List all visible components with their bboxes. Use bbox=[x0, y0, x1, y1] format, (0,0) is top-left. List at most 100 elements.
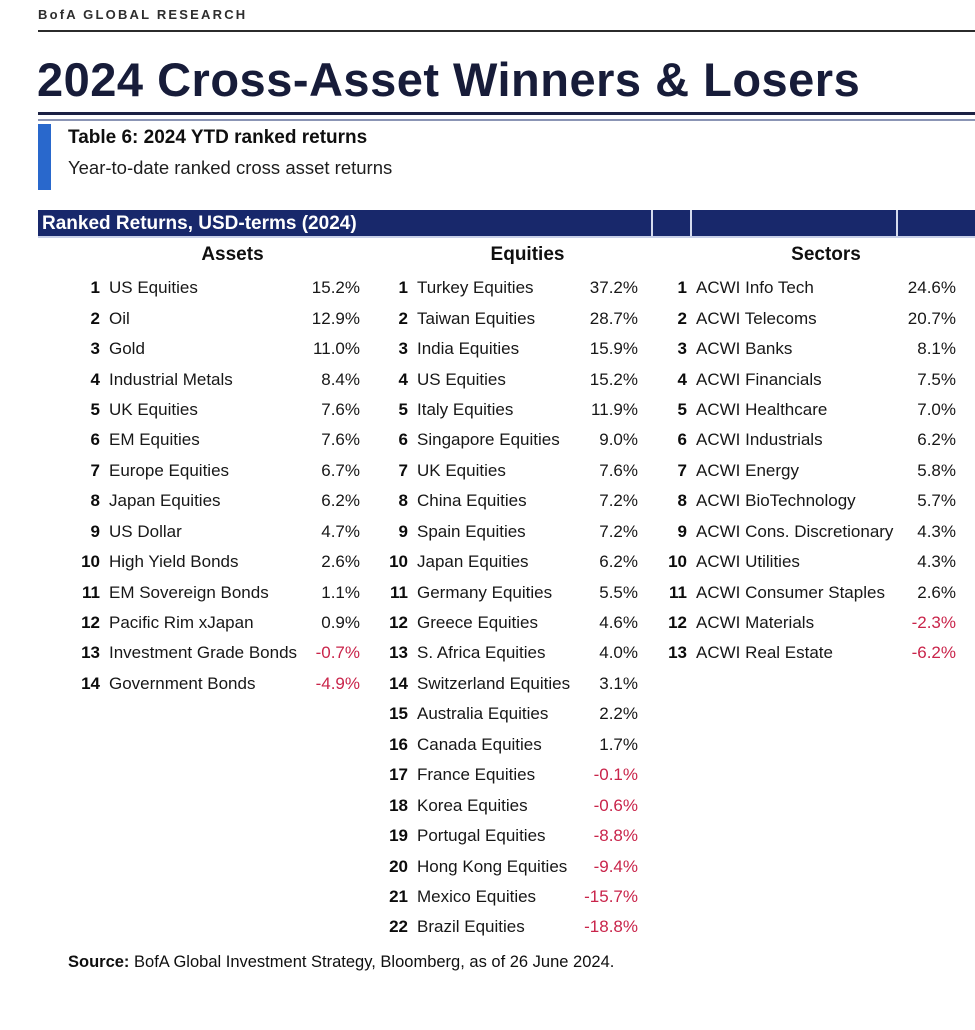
caption-text: Table 6: 2024 YTD ranked returns Year-to… bbox=[68, 124, 392, 190]
table-caption: Table 6: 2024 YTD ranked returns Year-to… bbox=[38, 124, 392, 190]
table-row: 8 China Equities 7.2% bbox=[370, 486, 638, 516]
table-row: 1 Turkey Equities 37.2% bbox=[370, 273, 638, 303]
table-row: 7 UK Equities 7.6% bbox=[370, 456, 638, 486]
row-rank: 11 bbox=[669, 582, 687, 602]
row-value: 15.9% bbox=[589, 339, 638, 359]
ranked-list-assets: 1 US Equities 15.2% 2 Oil 12.9% 3 Gold 11.0% 4 Ind… bbox=[62, 273, 360, 699]
row-label: ACWI Materials bbox=[696, 613, 815, 633]
column-separator bbox=[690, 210, 692, 236]
table-row: 7 Europe Equities 6.7% bbox=[62, 456, 360, 486]
table-row: 13 ACWI Real Estate -6.2% bbox=[649, 638, 956, 668]
row-label: ACWI Cons. Discretionary bbox=[696, 521, 894, 541]
row-rank: 13 bbox=[81, 643, 100, 663]
row-rank: 1 bbox=[677, 278, 687, 298]
row-value: 7.6% bbox=[599, 460, 638, 480]
row-label: Germany Equities bbox=[417, 582, 553, 602]
row-label: Government Bonds bbox=[109, 673, 256, 693]
row-label: EM Equities bbox=[109, 430, 200, 450]
row-rank: 16 bbox=[389, 734, 408, 754]
row-value: 7.5% bbox=[917, 369, 956, 389]
row-value: 1.1% bbox=[321, 582, 360, 602]
row-rank: 14 bbox=[389, 673, 408, 693]
row-label: ACWI Healthcare bbox=[696, 399, 828, 419]
row-value: 9.0% bbox=[599, 430, 638, 450]
row-rank: 10 bbox=[81, 552, 100, 572]
table-row: 3 ACWI Banks 8.1% bbox=[649, 334, 956, 364]
row-rank: 12 bbox=[389, 613, 408, 633]
row-value: 6.2% bbox=[321, 491, 360, 511]
row-value: -8.8% bbox=[593, 826, 638, 846]
row-rank: 7 bbox=[677, 460, 687, 480]
table-row: 12 Pacific Rim xJapan 0.9% bbox=[62, 608, 360, 638]
row-rank: 3 bbox=[398, 339, 408, 359]
row-label: ACWI Real Estate bbox=[696, 643, 833, 663]
row-value: 15.2% bbox=[311, 278, 360, 298]
row-rank: 15 bbox=[389, 704, 408, 724]
row-label: ACWI BioTechnology bbox=[696, 491, 856, 511]
row-label: ACWI Telecoms bbox=[696, 308, 817, 328]
table-row: 4 ACWI Financials 7.5% bbox=[649, 364, 956, 394]
table-row: 13 Investment Grade Bonds -0.7% bbox=[62, 638, 360, 668]
row-label: Canada Equities bbox=[417, 734, 542, 754]
table-row: 20 Hong Kong Equities -9.4% bbox=[370, 851, 638, 881]
table-row: 3 Gold 11.0% bbox=[62, 334, 360, 364]
row-rank: 6 bbox=[398, 430, 408, 450]
ranked-list-equities: 1 Turkey Equities 37.2% 2 Taiwan Equities 28.… bbox=[370, 273, 638, 943]
row-label: Gold bbox=[109, 339, 145, 359]
table-header-bar: Ranked Returns, USD-terms (2024) bbox=[38, 210, 975, 238]
row-label: France Equities bbox=[417, 765, 536, 785]
row-value: 3.1% bbox=[599, 673, 638, 693]
table-row: 3 India Equities 15.9% bbox=[370, 334, 638, 364]
row-value: 6.7% bbox=[321, 460, 360, 480]
row-label: Korea Equities bbox=[417, 795, 528, 815]
row-label: ACWI Energy bbox=[696, 460, 799, 480]
caption-title: Table 6: 2024 YTD ranked returns bbox=[68, 127, 368, 148]
row-rank: 17 bbox=[389, 765, 408, 785]
table-row: 2 ACWI Telecoms 20.7% bbox=[649, 303, 956, 333]
row-label: Industrial Metals bbox=[109, 369, 233, 389]
row-rank: 2 bbox=[677, 308, 687, 328]
row-rank: 4 bbox=[677, 369, 687, 389]
table-row: 17 France Equities -0.1% bbox=[370, 760, 638, 790]
row-label: Investment Grade Bonds bbox=[109, 643, 298, 663]
row-value: 4.6% bbox=[599, 613, 638, 633]
row-label: Switzerland Equities bbox=[417, 673, 571, 693]
title-divider bbox=[38, 112, 975, 121]
row-value: -4.9% bbox=[315, 673, 360, 693]
row-value: 11.9% bbox=[591, 399, 638, 419]
table-row: 11 ACWI Consumer Staples 2.6% bbox=[649, 577, 956, 607]
row-rank: 2 bbox=[90, 308, 100, 328]
row-value: 7.0% bbox=[917, 399, 956, 419]
row-rank: 4 bbox=[398, 369, 408, 389]
row-value: -2.3% bbox=[911, 613, 956, 633]
column-separator bbox=[651, 210, 653, 236]
row-rank: 22 bbox=[389, 917, 408, 937]
table-row: 12 Greece Equities 4.6% bbox=[370, 608, 638, 638]
table-row: 4 US Equities 15.2% bbox=[370, 364, 638, 394]
row-value: 8.1% bbox=[917, 339, 956, 359]
row-rank: 9 bbox=[677, 521, 687, 541]
row-label: Spain Equities bbox=[417, 521, 526, 541]
row-value: 5.5% bbox=[599, 582, 638, 602]
row-value: 0.9% bbox=[321, 613, 360, 633]
table-row: 18 Korea Equities -0.6% bbox=[370, 790, 638, 820]
table-row: 10 High Yield Bonds 2.6% bbox=[62, 547, 360, 577]
row-value: 4.3% bbox=[917, 552, 956, 572]
caption-subtitle: Year-to-date ranked cross asset returns bbox=[68, 157, 393, 178]
table-row: 4 Industrial Metals 8.4% bbox=[62, 364, 360, 394]
row-rank: 5 bbox=[90, 399, 100, 419]
table-row: 2 Taiwan Equities 28.7% bbox=[370, 303, 638, 333]
row-rank: 10 bbox=[668, 552, 687, 572]
row-value: -15.7% bbox=[584, 886, 638, 906]
table-row: 1 US Equities 15.2% bbox=[62, 273, 360, 303]
row-value: 12.9% bbox=[311, 308, 360, 328]
row-label: UK Equities bbox=[417, 460, 506, 480]
column-header-equities: Equities bbox=[490, 244, 565, 265]
row-label: Taiwan Equities bbox=[417, 308, 536, 328]
table-row: 9 ACWI Cons. Discretionary 4.3% bbox=[649, 517, 956, 547]
column-header-assets: Assets bbox=[201, 244, 264, 265]
row-value: 24.6% bbox=[907, 278, 956, 298]
row-label: ACWI Financials bbox=[696, 369, 822, 389]
source-label: Source: bbox=[68, 953, 130, 971]
table-row: 7 ACWI Energy 5.8% bbox=[649, 456, 956, 486]
